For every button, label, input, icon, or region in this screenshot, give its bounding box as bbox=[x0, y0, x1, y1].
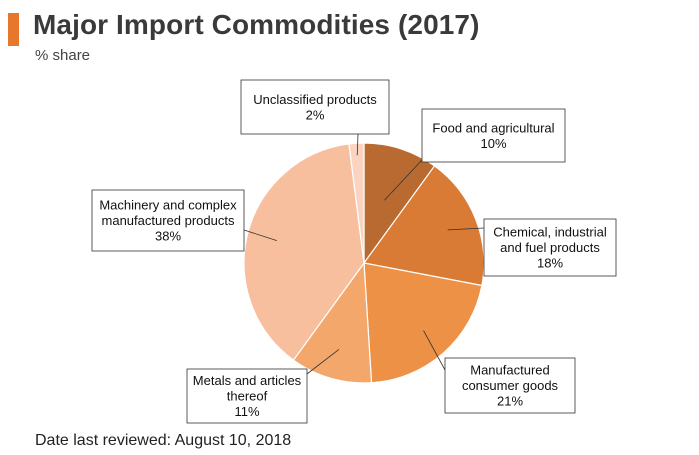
slice-value-label: 2% bbox=[306, 107, 325, 122]
callout-leader-6 bbox=[356, 133, 359, 156]
slice-category-label: Food and agricultural bbox=[432, 120, 554, 135]
pie-slice-3 bbox=[363, 262, 483, 384]
slice-category-label: thereof bbox=[227, 389, 268, 404]
callout-leader-3 bbox=[423, 330, 446, 371]
slice-category-label: Manufactured bbox=[470, 363, 550, 378]
page-title: Major Import Commodities (2017) bbox=[33, 9, 480, 40]
slice-category-label: Unclassified products bbox=[253, 92, 377, 107]
slice-category-label: and fuel products bbox=[500, 240, 600, 255]
pie-slice-1 bbox=[363, 142, 436, 265]
callout-leader-2 bbox=[447, 227, 485, 231]
title-accent-bar bbox=[8, 13, 19, 46]
slice-value-label: 10% bbox=[480, 136, 506, 151]
pie-slice-4 bbox=[292, 261, 373, 384]
slice-category-label: consumer goods bbox=[462, 378, 559, 393]
callout-box bbox=[483, 218, 617, 277]
callout-leader-1 bbox=[384, 159, 423, 201]
callout-leader-5 bbox=[243, 229, 277, 242]
callout-leader-4 bbox=[306, 349, 340, 375]
slice-value-label: 38% bbox=[155, 229, 181, 244]
callout-box bbox=[421, 108, 566, 163]
pie-slice-5 bbox=[243, 143, 365, 361]
slice-value-label: 21% bbox=[497, 394, 523, 409]
pie-slice-2 bbox=[362, 165, 485, 287]
slice-value-label: 18% bbox=[537, 256, 563, 271]
chart-subtitle: % share bbox=[35, 47, 91, 64]
slice-category-label: Metals and articles bbox=[193, 373, 302, 388]
slice-value-label: 11% bbox=[234, 404, 259, 419]
callout-box bbox=[91, 189, 245, 252]
callout-box bbox=[444, 357, 576, 414]
slice-category-label: Machinery and complex bbox=[99, 198, 237, 213]
slice-category-label: Chemical, industrial bbox=[493, 225, 607, 240]
pie-slices bbox=[243, 142, 485, 384]
callout-box bbox=[186, 368, 308, 424]
pie-slice-6 bbox=[348, 142, 365, 264]
date-last-reviewed: Date last reviewed: August 10, 2018 bbox=[35, 432, 292, 449]
slice-category-label: manufactured products bbox=[102, 213, 235, 228]
callout-box bbox=[240, 79, 390, 135]
